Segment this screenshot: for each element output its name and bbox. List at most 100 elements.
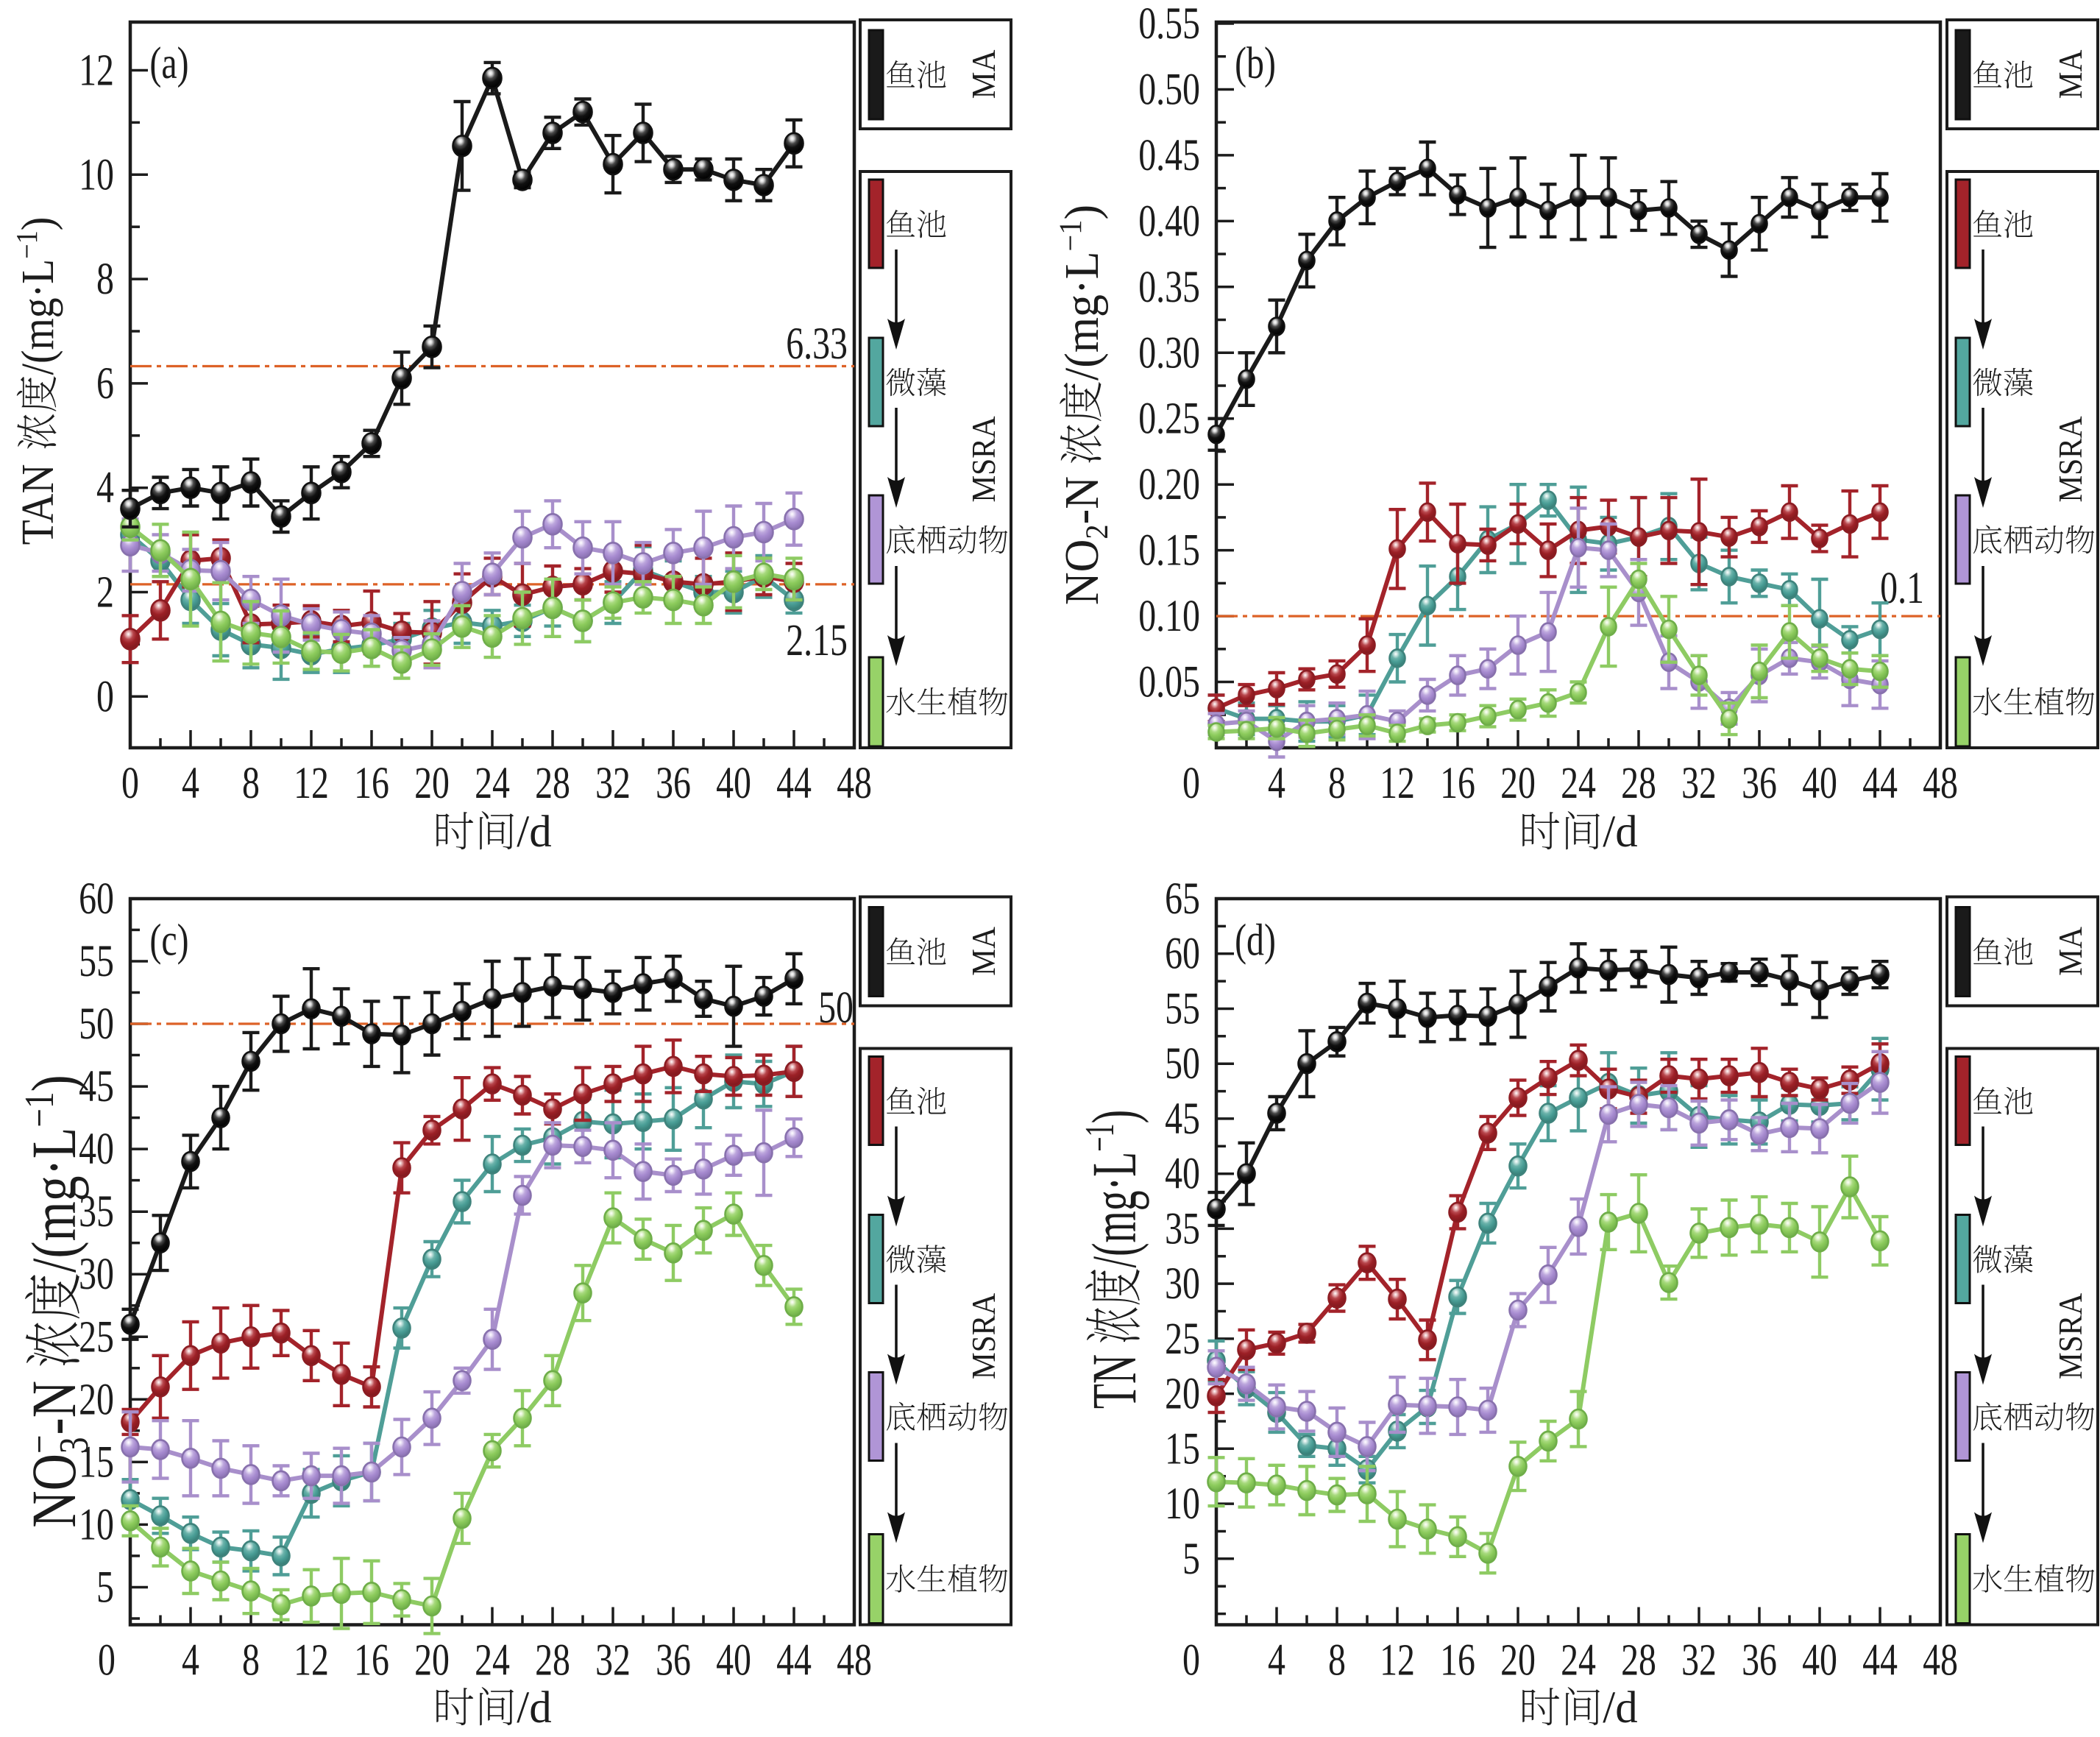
svg-text:55: 55 [1165,983,1200,1033]
svg-text:32: 32 [1681,1635,1717,1685]
svg-text:/(mg·L: /(mg·L [1079,1152,1149,1268]
svg-text:8: 8 [96,254,114,304]
svg-text:−1: −1 [1077,1123,1123,1152]
svg-text:16: 16 [354,1635,389,1685]
svg-text:8: 8 [242,1635,260,1685]
svg-text:48: 48 [837,757,872,807]
svg-text:MSRA: MSRA [2052,416,2089,503]
svg-text:2: 2 [1080,524,1115,539]
svg-text:0.50: 0.50 [1138,64,1200,114]
svg-text:MA: MA [965,49,1002,99]
svg-text:0: 0 [1182,1635,1200,1685]
svg-text:20: 20 [79,1374,114,1424]
svg-text:20: 20 [1165,1368,1200,1418]
svg-text:32: 32 [595,757,631,807]
svg-text:/d: /d [1603,1683,1637,1733]
svg-text:TAN: TAN [12,464,63,545]
svg-text:0.40: 0.40 [1138,196,1200,246]
svg-text:50: 50 [79,998,114,1048]
svg-text:48: 48 [1923,757,1958,807]
svg-text:28: 28 [535,757,570,807]
svg-text:15: 15 [79,1437,114,1487]
svg-text:40: 40 [1802,757,1837,807]
svg-text:0.10: 0.10 [1138,591,1200,641]
svg-text:0.15: 0.15 [1138,525,1200,575]
svg-text:16: 16 [1440,757,1475,807]
svg-text:0: 0 [98,1635,116,1685]
svg-text:5: 5 [1182,1533,1200,1583]
svg-text:48: 48 [1923,1635,1958,1685]
svg-text:(d): (d) [1235,915,1276,965]
svg-text:40: 40 [716,757,751,807]
svg-text:60: 60 [1165,928,1200,978]
svg-text:28: 28 [1621,757,1656,807]
svg-text:32: 32 [595,1635,631,1685]
svg-text:6.33: 6.33 [786,318,848,368]
svg-text:0.1: 0.1 [1880,562,1924,612]
svg-text:MSRA: MSRA [965,416,1002,503]
svg-text:): ) [12,217,63,231]
svg-text:40: 40 [79,1124,114,1174]
svg-text:24: 24 [475,1635,510,1685]
svg-text:8: 8 [1328,1635,1346,1685]
svg-text:8: 8 [242,757,260,807]
svg-text:): ) [1079,1110,1149,1124]
svg-text:): ) [1054,205,1108,220]
svg-text:30: 30 [79,1249,114,1299]
svg-text:24: 24 [475,757,510,807]
svg-text:50: 50 [818,982,854,1032]
svg-text:TN: TN [1079,1354,1149,1409]
svg-text:0.35: 0.35 [1138,261,1200,311]
svg-text:6: 6 [96,358,114,408]
svg-text:−: − [18,1435,63,1454]
svg-text:-N: -N [1054,476,1108,524]
svg-text:36: 36 [656,757,691,807]
svg-text:45: 45 [1165,1093,1200,1143]
svg-text:NO: NO [18,1454,89,1528]
svg-text:-N: -N [18,1381,89,1435]
svg-text:(a): (a) [149,38,188,88]
svg-text:48: 48 [837,1635,872,1685]
svg-text:44: 44 [1862,1635,1898,1685]
svg-text:/(mg·L: /(mg·L [12,259,63,375]
svg-text:12: 12 [294,757,329,807]
svg-text:44: 44 [776,1635,812,1685]
svg-text:12: 12 [79,45,114,95]
svg-text:2.15: 2.15 [786,615,848,665]
svg-text:44: 44 [776,757,812,807]
svg-text:65: 65 [1165,873,1200,923]
svg-text:16: 16 [354,757,389,807]
svg-text:/d: /d [517,1683,551,1733]
svg-text:MSRA: MSRA [2052,1292,2089,1379]
svg-text:2: 2 [96,567,114,617]
svg-text:36: 36 [1742,1635,1777,1685]
svg-text:8: 8 [1328,757,1346,807]
svg-text:−1: −1 [11,230,44,259]
svg-text:12: 12 [1380,757,1415,807]
svg-text:24: 24 [1561,757,1596,807]
svg-text:28: 28 [535,1635,570,1685]
svg-text:MSRA: MSRA [965,1292,1002,1379]
svg-text:5: 5 [96,1562,114,1612]
svg-text:4: 4 [182,757,199,807]
svg-text:MA: MA [2052,49,2089,99]
svg-text:/d: /d [517,807,551,857]
svg-text:0: 0 [96,671,114,721]
svg-text:20: 20 [414,1635,450,1685]
svg-text:MA: MA [965,927,1002,976]
svg-text:0.25: 0.25 [1138,393,1200,443]
svg-text:40: 40 [716,1635,751,1685]
svg-text:28: 28 [1621,1635,1656,1685]
svg-text:10: 10 [79,149,114,199]
svg-text:25: 25 [79,1312,114,1362]
svg-text:24: 24 [1561,1635,1596,1685]
svg-text:): ) [18,1075,89,1092]
svg-text:NO: NO [1054,540,1108,605]
svg-text:32: 32 [1681,757,1717,807]
svg-text:25: 25 [1165,1313,1200,1363]
svg-text:35: 35 [1165,1203,1200,1253]
svg-text:60: 60 [79,873,114,923]
svg-text:/d: /d [1603,807,1637,857]
svg-text:12: 12 [294,1635,329,1685]
svg-text:0.55: 0.55 [1138,0,1200,48]
